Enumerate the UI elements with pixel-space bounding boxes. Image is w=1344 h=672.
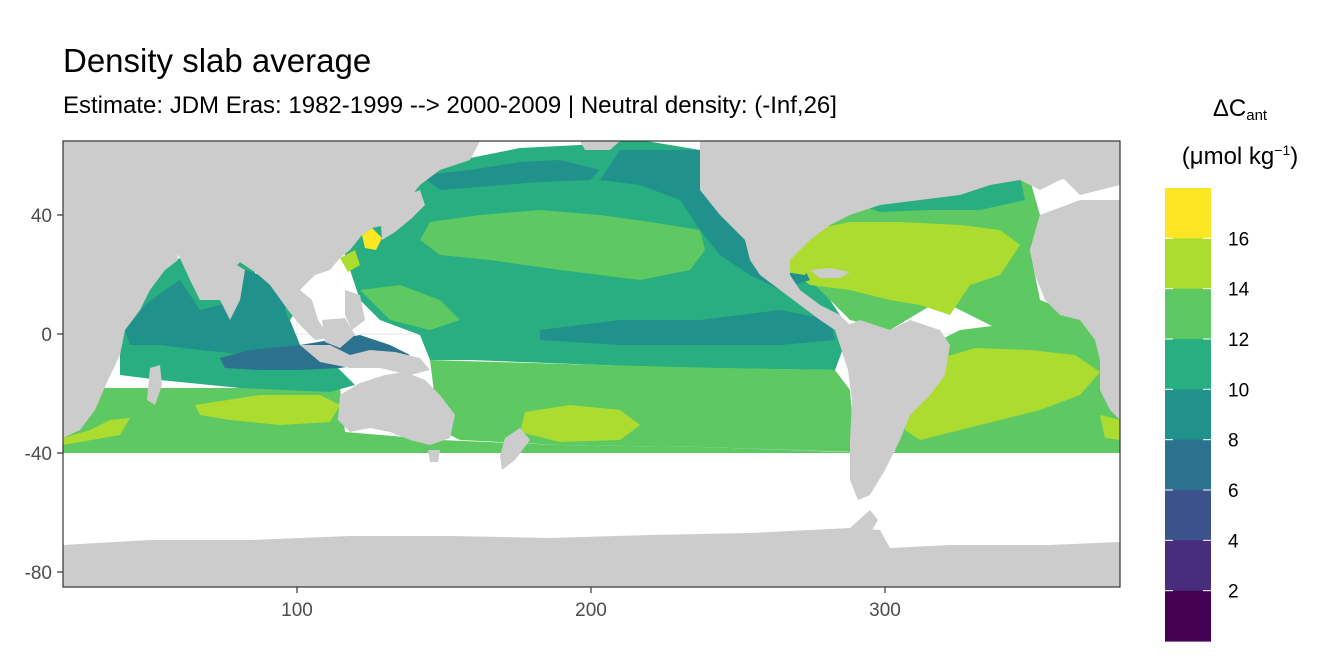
legend-label: 12 (1228, 330, 1249, 351)
legend-title: ΔCant (μmol kg−1) (1160, 88, 1320, 170)
land-africa-west (1030, 200, 1120, 420)
land-madagascar (147, 365, 162, 405)
land-eurasia (130, 141, 480, 300)
land-southeast-asia (270, 285, 330, 340)
ocean-south-pacific (430, 360, 855, 452)
land-borneo (322, 318, 355, 348)
x-tick-label: 300 (869, 600, 901, 621)
land-arabia-india (180, 258, 245, 320)
land-antarctic-peninsula (850, 510, 878, 530)
legend-bin (1165, 389, 1211, 441)
land-greenland (1060, 141, 1120, 195)
legend-label: 10 (1228, 380, 1249, 401)
ocean-kuroshio (420, 160, 600, 190)
land-south-america (835, 320, 950, 500)
legend-bin (1165, 439, 1211, 491)
y-axis-labels: 40 0 -40 -80 (25, 206, 52, 584)
legend-bin (1165, 590, 1211, 642)
y-tick-label: -80 (25, 563, 52, 584)
land-africa-east (63, 141, 178, 438)
legend-bin (1165, 490, 1211, 541)
legend-label: 14 (1228, 280, 1250, 301)
legend-label: 16 (1228, 229, 1249, 250)
land (63, 141, 1120, 587)
land-north-america (700, 141, 1120, 330)
ocean-northern-indian (125, 270, 300, 360)
legend-bin (1165, 339, 1211, 390)
legend-bin (1165, 238, 1211, 290)
axis-ticks (57, 214, 886, 593)
x-tick-label: 100 (281, 600, 313, 621)
legend-title-unit: (μmol kg−1) (1181, 142, 1299, 170)
y-tick-label: 40 (31, 206, 52, 227)
ocean-north-pacific-gyre (420, 210, 705, 280)
land-tasmania (428, 450, 440, 462)
land-antarctica (63, 528, 1120, 587)
legend-bin (1165, 188, 1211, 239)
ocean-south-indian-gyre (195, 395, 340, 425)
land-australia (338, 372, 455, 445)
land-new-zealand (500, 428, 530, 470)
land-philippines (345, 290, 365, 330)
legend-labels: 16 14 12 10 8 6 4 2 (1228, 229, 1250, 602)
map-layers (63, 141, 1120, 587)
legend-title-symbol: ΔCant (1212, 95, 1268, 124)
ocean-south-pacific-gyre (520, 405, 640, 442)
ocean-tropical-north-atlantic (780, 222, 1020, 315)
legend-label: 4 (1228, 531, 1239, 552)
legend-bin (1165, 288, 1211, 340)
land-caribbean (810, 268, 850, 278)
land-japan (380, 190, 425, 240)
legend-label: 8 (1228, 431, 1239, 452)
plot-title: Density slab average (63, 42, 372, 79)
ocean-agulhas (63, 418, 130, 445)
legend-label: 6 (1228, 481, 1239, 502)
y-tick-label: 0 (41, 325, 52, 346)
ocean-sea-of-japan (362, 228, 382, 250)
ocean-east-china-sea (340, 250, 360, 272)
ocean-west-pacific-warmpool (360, 285, 460, 330)
x-axis-labels: 100 200 300 (281, 600, 901, 621)
ocean-eastern-equatorial-pacific (540, 310, 835, 345)
y-tick-label: -40 (25, 444, 52, 465)
legend-bin (1165, 540, 1211, 592)
legend-colorbar (1165, 188, 1211, 642)
ocean-brazil-current (1100, 415, 1120, 440)
legend-ticks (1165, 237, 1211, 592)
land-indonesia (300, 345, 430, 375)
legend-label: 2 (1228, 582, 1239, 603)
land-alaska-gap (580, 141, 620, 150)
x-tick-label: 200 (575, 600, 607, 621)
ocean-south-atlantic-gyre (905, 348, 1100, 440)
plot-subtitle: Estimate: JDM Eras: 1982-1999 --> 2000-2… (63, 92, 837, 119)
